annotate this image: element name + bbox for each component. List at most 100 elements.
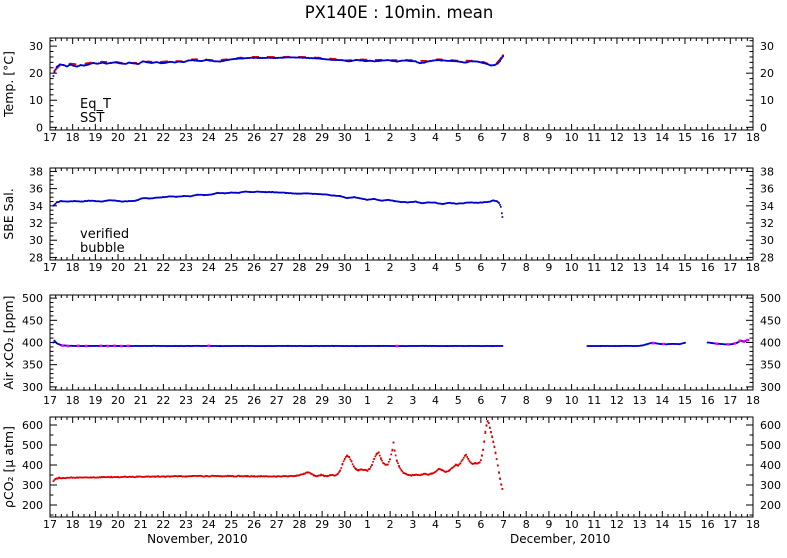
x-tick-label: 30 — [338, 394, 352, 407]
y-tick-label-right: 34 — [760, 200, 774, 213]
y-tick-label-right: 400 — [760, 459, 781, 472]
x-tick-label: 7 — [500, 518, 507, 531]
x-tick-label: 23 — [179, 261, 193, 274]
x-tick-label: 22 — [156, 131, 170, 144]
x-tick-label: 18 — [66, 131, 80, 144]
x-tick-label: 25 — [224, 518, 238, 531]
y-axis-ticks — [50, 40, 753, 128]
x-tick-label: 24 — [202, 394, 216, 407]
panel-frame — [49, 416, 754, 518]
x-tick-label: 26 — [247, 131, 261, 144]
y-tick-label-left: 450 — [22, 314, 43, 327]
x-tick-label: 25 — [224, 394, 238, 407]
x-tick-label: 3 — [409, 131, 416, 144]
y-tick-label-right: 200 — [760, 499, 781, 512]
x-tick-label: 11 — [587, 518, 601, 531]
x-tick-label: 9 — [545, 261, 552, 274]
x-tick-label: 27 — [270, 131, 284, 144]
x-tick-label: 1 — [364, 394, 371, 407]
x-tick-label: 17 — [43, 394, 57, 407]
x-tick-label: 1 — [364, 261, 371, 274]
y-tick-label-left: 500 — [22, 439, 43, 452]
x-axis-ticks — [49, 168, 754, 260]
x-tick-label: 18 — [746, 131, 760, 144]
x-tick-label: 29 — [315, 261, 329, 274]
x-tick-label: 6 — [477, 394, 484, 407]
x-tick-label: 16 — [701, 131, 715, 144]
y-tick-labels: 28 28 30 30 32 32 34 34 36 36 38 38 — [29, 165, 774, 264]
x-tick-label: 6 — [477, 518, 484, 531]
x-tick-label: 12 — [610, 394, 624, 407]
legend-label-verified: verified — [80, 227, 129, 242]
y-tick-label-right: 350 — [760, 359, 781, 372]
x-tick-label: 18 — [746, 261, 760, 274]
x-tick-label: 12 — [610, 518, 624, 531]
y-tick-label-right: 300 — [760, 479, 781, 492]
y-tick-label-right: 500 — [760, 439, 781, 452]
x-tick-label: 10 — [565, 518, 579, 531]
x-tick-label: 17 — [723, 261, 737, 274]
x-tick-label: 4 — [432, 261, 439, 274]
x-tick-label: 26 — [247, 261, 261, 274]
y-tick-labels: 200 200 300 300 400 400 500 500 600 600 — [22, 419, 781, 512]
x-tick-labels: 17 18 19 20 21 22 23 24 25 26 27 28 29 30 1 2 3 4 5 6 7 8 9 10 1… — [43, 131, 760, 144]
y-tick-label-left: 36 — [29, 183, 43, 196]
x-tick-label: 29 — [315, 518, 329, 531]
y-tick-label-right: 300 — [760, 381, 781, 394]
x-tick-label: 17 — [723, 131, 737, 144]
x-tick-label: 3 — [409, 394, 416, 407]
x-tick-label: 30 — [338, 518, 352, 531]
series-bubble — [61, 338, 749, 348]
legend-label-bubble: bubble — [80, 241, 125, 256]
x-tick-label: 7 — [500, 261, 507, 274]
x-tick-label: 4 — [432, 394, 439, 407]
y-tick-label-right: 28 — [760, 251, 774, 264]
y-axis-title: Temp. [°C] — [1, 51, 16, 118]
x-tick-label: 10 — [565, 394, 579, 407]
x-tick-label: 16 — [701, 261, 715, 274]
x-tick-label: 20 — [111, 394, 125, 407]
x-tick-label: 24 — [202, 131, 216, 144]
x-tick-label: 24 — [202, 261, 216, 274]
y-tick-label-left: 30 — [29, 234, 43, 247]
x-tick-label: 15 — [678, 261, 692, 274]
x-tick-label: 5 — [455, 261, 462, 274]
y-tick-label-left: 600 — [22, 419, 43, 432]
figure-title: PX140E : 10min. mean — [305, 3, 494, 22]
legend-label-sst: SST — [80, 111, 105, 126]
y-tick-label-left: 400 — [22, 459, 43, 472]
x-tick-label: 14 — [655, 394, 669, 407]
x-tick-label: 13 — [633, 131, 647, 144]
x-tick-label: 27 — [270, 261, 284, 274]
x-tick-label: 19 — [88, 394, 102, 407]
x-tick-label: 28 — [292, 261, 306, 274]
y-axis-title: SBE Sal. — [1, 188, 16, 239]
y-tick-label-left: 30 — [29, 40, 43, 53]
y-tick-label-right: 38 — [760, 165, 774, 178]
y-tick-label-left: 28 — [29, 251, 43, 264]
x-tick-label: 18 — [66, 261, 80, 274]
series-verified — [52, 339, 750, 348]
y-tick-label-right: 32 — [760, 217, 774, 230]
x-tick-label: 10 — [565, 131, 579, 144]
y-tick-label-right: 400 — [760, 337, 781, 350]
x-tick-label: 8 — [523, 518, 530, 531]
x-tick-label: 12 — [610, 261, 624, 274]
y-tick-label-right: 36 — [760, 183, 774, 196]
x-tick-label: 6 — [477, 131, 484, 144]
x-tick-label: 26 — [247, 518, 261, 531]
series-verified — [52, 190, 504, 218]
x-tick-label: 23 — [179, 131, 193, 144]
y-tick-label-right: 30 — [760, 234, 774, 247]
month-label: December, 2010 — [510, 532, 610, 546]
x-tick-label: 2 — [387, 131, 394, 144]
x-tick-label: 13 — [633, 394, 647, 407]
x-tick-label: 9 — [545, 518, 552, 531]
y-tick-labels: 0 0 10 10 20 20 30 30 — [29, 40, 774, 134]
x-tick-label: 13 — [633, 261, 647, 274]
